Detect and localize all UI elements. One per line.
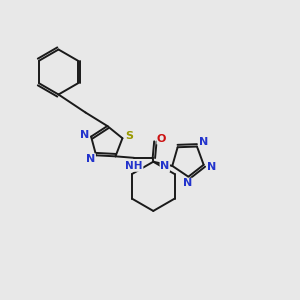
Text: N: N [183, 178, 192, 188]
Text: N: N [199, 137, 208, 147]
Text: N: N [86, 154, 95, 164]
Text: NH: NH [125, 161, 143, 171]
Text: O: O [157, 134, 166, 144]
Text: N: N [206, 162, 216, 172]
Text: N: N [160, 161, 170, 172]
Text: N: N [80, 130, 89, 140]
Text: S: S [125, 131, 133, 141]
